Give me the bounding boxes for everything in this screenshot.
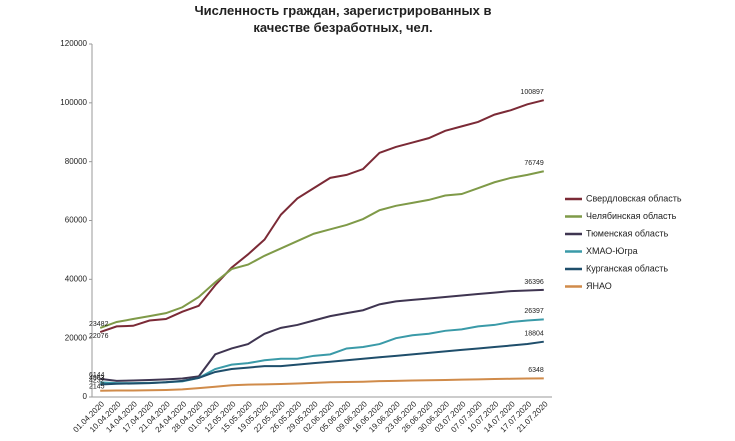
value-label: 100897: [520, 89, 543, 96]
y-tick-label: 120000: [60, 39, 87, 48]
legend-label: Тюменская область: [586, 228, 669, 238]
y-tick-label: 0: [83, 392, 88, 401]
y-tick-label: 40000: [65, 274, 88, 283]
chart-title: Численность граждан, зарегистрированных …: [194, 3, 492, 35]
value-label: 23482: [89, 321, 109, 328]
y-tick-label: 80000: [65, 157, 88, 166]
y-tick-label: 20000: [65, 333, 88, 342]
series-line: [99, 99, 545, 334]
value-label: 26397: [524, 308, 544, 315]
series-line: [100, 318, 544, 385]
legend-label: Свердловская область: [586, 193, 682, 203]
value-label: 2145: [89, 384, 105, 391]
y-tick-label: 60000: [65, 216, 88, 225]
series-line: [100, 288, 544, 382]
value-label: 6348: [528, 367, 544, 374]
value-label: 76749: [524, 160, 544, 167]
y-tick-label: 100000: [60, 98, 87, 107]
series-line: [100, 340, 544, 386]
value-label: 6144: [89, 372, 105, 379]
legend-label: ХМАО-Югра: [586, 246, 638, 256]
legend-label: Курганская область: [586, 263, 668, 273]
series-line: [100, 377, 544, 392]
value-label: 4963: [89, 375, 105, 382]
value-label: 22076: [89, 333, 109, 340]
value-label: 36396: [524, 279, 544, 286]
value-label: 18804: [524, 331, 544, 338]
value-label: 4232: [89, 377, 105, 384]
series-line: [99, 170, 545, 329]
legend-label: Челябинская область: [586, 211, 677, 221]
legend-label: ЯНАО: [586, 281, 612, 291]
